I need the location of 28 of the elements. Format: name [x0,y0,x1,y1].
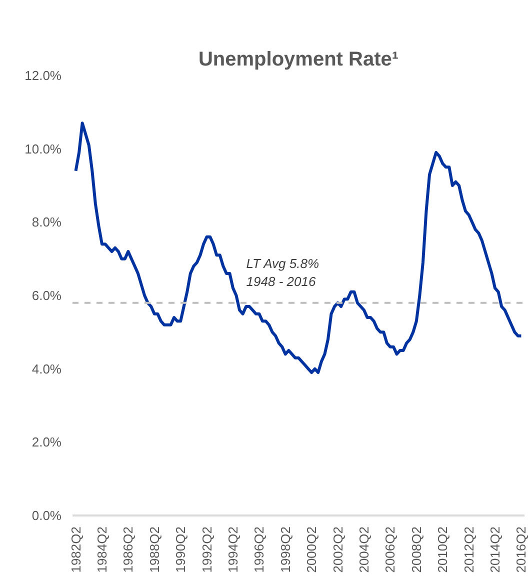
line-series [74,122,523,374]
y-tick-label: 12.0% [24,68,62,83]
x-tick-label: 2010Q2 [435,526,450,573]
x-tick-label: 1998Q2 [278,526,293,573]
x-tick-label: 1994Q2 [225,526,240,573]
chart-title: Unemployment Rate¹ [198,48,399,70]
x-tick-label: 2008Q2 [408,526,424,573]
x-tick-label: 1996Q2 [252,526,267,573]
ref-line-label: LT Avg 5.8% 1948 - 2016 [246,256,320,289]
y-tick-label: 2.0% [32,434,62,450]
x-tick-label: 1988Q2 [146,526,162,573]
x-tick-label: 1992Q2 [199,526,214,573]
x-tick-label: 1986Q2 [120,526,136,573]
x-tick-label: 2012Q2 [461,526,476,573]
y-tick-label: 0.0% [32,508,62,523]
x-tick-label: 1982Q2 [68,526,84,573]
x-tick-label: 2014Q2 [488,526,503,573]
y-tick-label: 10.0% [24,141,62,156]
x-tick-label: 2002Q2 [330,526,346,573]
y-tick-label: 6.0% [32,288,62,303]
x-tick-label: 1990Q2 [173,526,188,573]
x-tick-label: 2004Q2 [356,526,372,573]
x-tick-label: 2006Q2 [382,526,398,573]
x-tick-label: 2016Q2 [514,526,529,573]
y-tick-label: 4.0% [32,361,62,376]
x-tick-label: 1984Q2 [94,526,110,573]
y-tick-label: 8.0% [32,214,62,230]
x-tick-label: 2000Q2 [304,526,320,573]
